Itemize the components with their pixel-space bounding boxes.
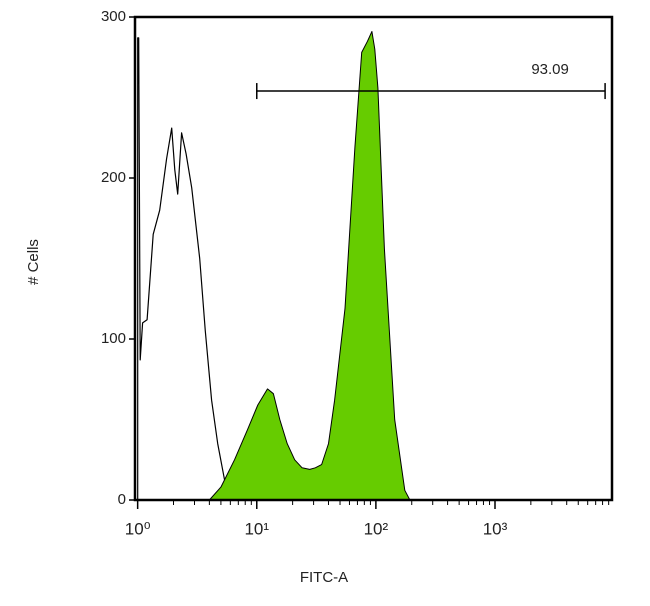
gate-label: 93.09 bbox=[531, 61, 569, 78]
x-tick-label: 10¹ bbox=[244, 519, 269, 538]
x-tick-label: 10² bbox=[364, 519, 389, 538]
histogram-area bbox=[208, 31, 411, 501]
x-tick-label: 10⁰ bbox=[125, 519, 151, 538]
y-axis-label: # Cells bbox=[25, 239, 42, 285]
y-tick-label: 100 bbox=[101, 330, 126, 347]
plot-frame bbox=[133, 15, 614, 502]
x-axis-label: FITC-A bbox=[300, 569, 348, 586]
histogram-line bbox=[137, 37, 241, 501]
y-tick-label: 200 bbox=[101, 169, 126, 186]
x-tick-label: 10³ bbox=[483, 519, 508, 538]
y-tick-label: 300 bbox=[101, 8, 126, 25]
y-tick-label: 0 bbox=[118, 491, 126, 508]
